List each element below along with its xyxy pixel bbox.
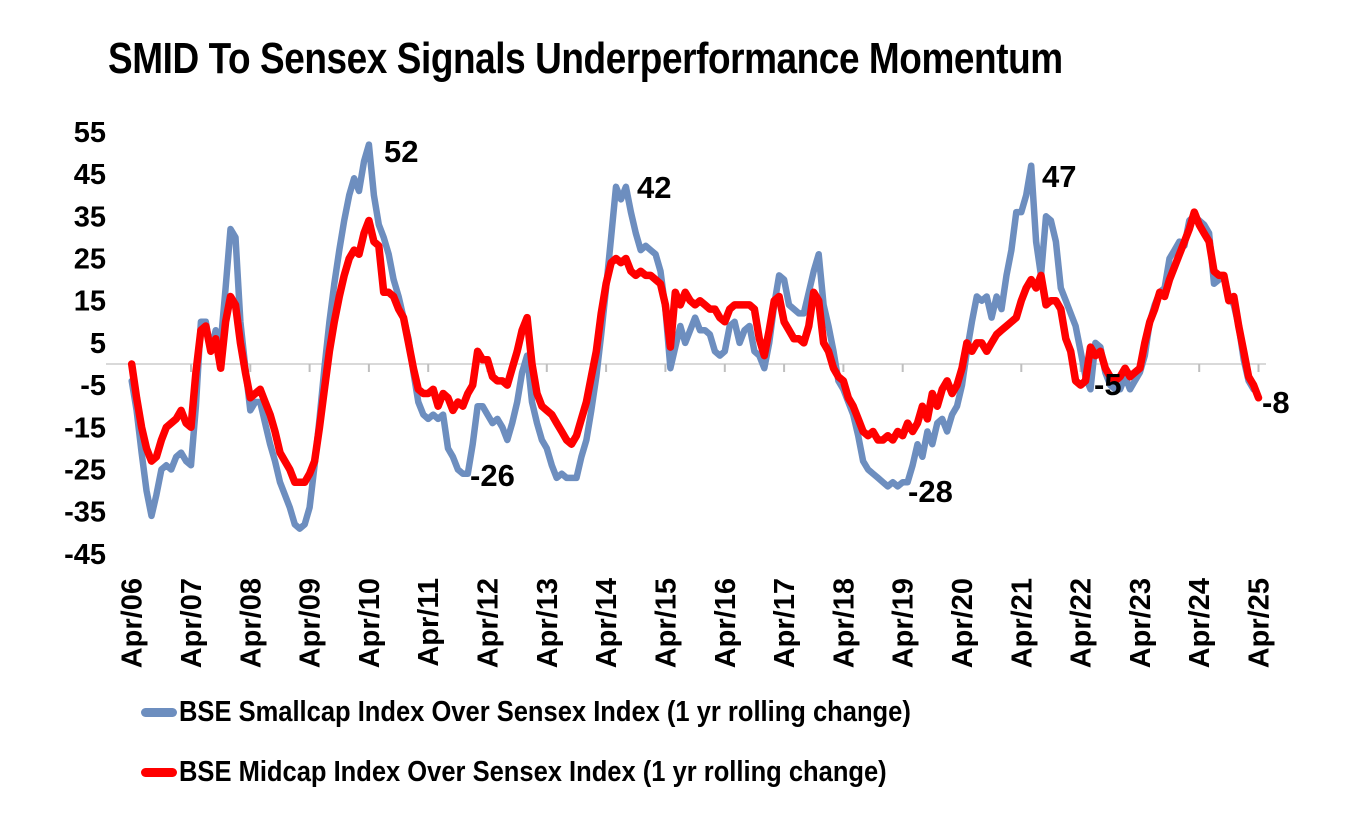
y-axis-tick-label: 15 [74,286,106,318]
annotation-label: -26 [470,458,515,493]
y-axis-tick-label: 55 [74,117,106,149]
annotation-label: -5 [1094,367,1122,402]
x-axis-tick-label: Apr/12 [473,578,505,668]
y-axis-tick-label: 25 [74,244,106,276]
y-axis-tick-label: -15 [64,412,106,444]
annotation-label: -8 [1262,385,1290,420]
x-axis-tick-label: Apr/10 [354,578,386,668]
y-axis-tick-label: -35 [64,497,106,529]
x-axis-tick-label: Apr/24 [1184,578,1216,668]
annotation-label: 47 [1042,159,1076,194]
smallcap-legend-label: BSE Smallcap Index Over Sensex Index (1 … [179,695,911,728]
x-axis-tick-label: Apr/14 [591,578,623,668]
x-axis-tick-label: Apr/21 [1006,578,1038,668]
y-axis-tick-label: 5 [90,328,106,360]
chart-title: SMID To Sensex Signals Underperformance … [108,34,1063,83]
smallcap-legend-marker-icon [141,707,177,717]
x-axis-tick-label: Apr/08 [235,578,267,668]
y-axis-tick-label: 35 [74,201,106,233]
smallcap-series-line [128,141,1257,532]
x-axis-tick-label: Apr/18 [828,578,860,668]
x-axis-tick-label: Apr/07 [176,578,208,668]
x-axis-tick-label: Apr/13 [532,578,564,668]
x-axis-tick-label: Apr/06 [117,578,149,668]
annotation-label: -28 [908,474,953,509]
y-axis-tick-label: -45 [64,539,106,571]
midcap-legend-label: BSE Midcap Index Over Sensex Index (1 yr… [179,755,887,788]
annotation-label: 42 [637,170,671,205]
x-axis-tick-label: Apr/19 [888,578,920,668]
midcap-series-line [127,208,1263,486]
y-axis-tick-label: 45 [74,159,106,191]
x-axis-tick-label: Apr/17 [769,578,801,668]
x-axis-tick-label: Apr/25 [1244,578,1276,668]
x-axis-tick-label: Apr/11 [413,578,445,667]
y-axis-tick-label: -25 [64,455,106,487]
legend-row-smallcap: BSE Smallcap Index Over Sensex Index (1 … [141,689,1011,735]
x-axis-tick-label: Apr/16 [710,578,742,668]
x-axis-tick-label: Apr/23 [1125,578,1157,668]
legend-row-midcap: BSE Midcap Index Over Sensex Index (1 yr… [141,749,983,795]
y-axis-tick-label: -5 [80,370,106,402]
x-axis-tick-label: Apr/15 [650,578,682,668]
annotation-label: 52 [384,134,418,169]
midcap-legend-marker-icon [141,767,177,777]
x-axis-tick-label: Apr/09 [295,578,327,668]
x-axis-tick-label: Apr/20 [947,578,979,668]
x-axis-tick-label: Apr/22 [1066,578,1098,668]
